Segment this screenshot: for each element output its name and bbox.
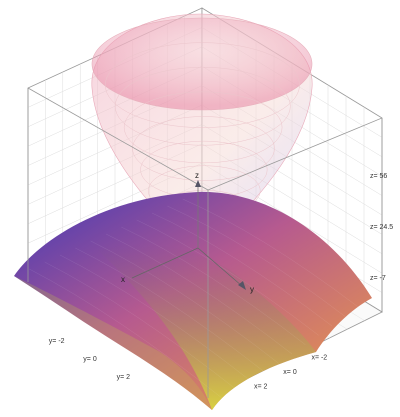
z-axis-letter: z — [195, 171, 199, 180]
z-tick-label: z= 24.5 — [370, 224, 393, 231]
box-edges-front — [27, 87, 383, 398]
y-tick-label: y= 2 — [117, 374, 131, 381]
z-tick-label: z= -7 — [370, 275, 386, 282]
z-tick-label: z= 56 — [370, 173, 387, 180]
x-tick-label: x= -2 — [311, 354, 327, 361]
x-tick-label: x= 2 — [254, 384, 268, 391]
x-tick-label: x= 0 — [283, 369, 297, 376]
x-axis-letter: x — [121, 275, 125, 284]
dome-surface — [14, 191, 372, 410]
y-tick-label: y= -2 — [49, 338, 65, 345]
y-axis-letter: y — [250, 285, 254, 294]
tick-labels: z= -7 z= 24.5 z= 56 y= -2 y= 0 y= 2 x= -2 x= 0 x… — [49, 173, 393, 391]
y-tick-label: y= 0 — [83, 356, 97, 363]
axes — [131, 180, 246, 290]
